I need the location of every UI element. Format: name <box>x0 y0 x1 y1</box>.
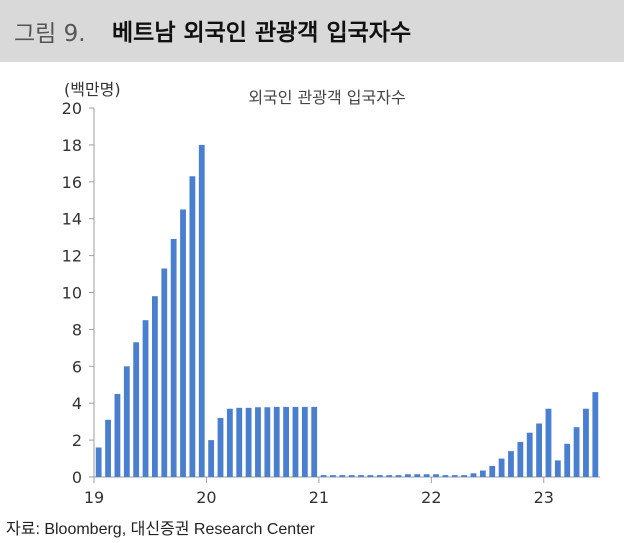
figure-header: 그림 9. 베트남 외국인 관광객 입국자수 <box>0 0 624 62</box>
bar <box>301 406 308 477</box>
bar-chart: 외국인 관광객 입국자수 0 2 4 6 8 10 12 14 16 18 20 19 20 21 22 2… <box>62 88 600 507</box>
bar <box>348 475 355 477</box>
y-tick-label: 10 <box>62 284 82 303</box>
bar <box>161 268 168 477</box>
chart-title: 외국인 관광객 입국자수 <box>248 88 405 107</box>
bar <box>451 475 458 477</box>
y-axis: 0 2 4 6 8 10 12 14 16 18 20 <box>62 99 95 487</box>
bar <box>395 475 402 477</box>
bar <box>358 475 364 477</box>
bar <box>142 320 149 477</box>
bar <box>461 475 468 477</box>
bar <box>489 465 496 477</box>
bar <box>592 392 599 477</box>
y-tick-label: 12 <box>62 247 82 266</box>
bar <box>536 423 542 477</box>
bar <box>470 473 477 477</box>
bar <box>292 406 299 477</box>
bar <box>583 408 589 477</box>
x-tick-label: 20 <box>196 488 216 507</box>
bar <box>564 443 571 477</box>
bar <box>554 460 561 477</box>
source-note: 자료: Bloomberg, 대신증권 Research Center <box>6 521 315 538</box>
x-tick-label: 22 <box>421 488 441 507</box>
bar <box>376 475 383 477</box>
y-tick-label: 14 <box>62 210 82 229</box>
bar <box>414 474 421 477</box>
bar <box>245 407 252 477</box>
bar <box>367 475 374 477</box>
y-tick-label: 8 <box>72 320 82 339</box>
bar <box>423 474 430 477</box>
bar <box>320 475 327 477</box>
bar <box>545 408 552 477</box>
bar <box>405 474 411 477</box>
bar <box>217 417 224 477</box>
y-tick-label: 16 <box>62 173 82 192</box>
bar <box>283 406 289 477</box>
bar <box>508 451 514 477</box>
y-tick-label: 4 <box>72 394 82 413</box>
bar <box>123 366 130 477</box>
bar <box>339 475 346 477</box>
bar <box>442 475 449 477</box>
bar <box>330 475 336 477</box>
bar <box>264 407 271 477</box>
y-tick-label: 2 <box>72 431 82 450</box>
bar <box>479 470 486 477</box>
bar <box>180 209 186 477</box>
y-tick-label: 20 <box>62 99 82 118</box>
y-tick-label: 0 <box>72 468 82 487</box>
x-tick-label: 23 <box>534 488 554 507</box>
bar <box>105 419 111 477</box>
bar <box>198 144 205 477</box>
figure-number: 그림 9. <box>14 21 86 47</box>
bar <box>498 458 505 477</box>
bar <box>573 427 580 477</box>
x-tick-label: 21 <box>309 488 329 507</box>
x-tick-label: 19 <box>84 488 104 507</box>
bar <box>526 432 533 477</box>
y-axis-unit-label: (백만명) <box>64 80 121 99</box>
bar <box>152 296 158 477</box>
bar <box>170 238 177 477</box>
bar <box>189 176 196 477</box>
bar <box>433 474 439 477</box>
bar <box>255 407 261 477</box>
bar <box>517 441 524 477</box>
bar <box>273 406 280 477</box>
bar <box>311 406 318 477</box>
bar <box>208 440 215 477</box>
x-axis: 19 20 21 22 23 <box>84 476 600 507</box>
bar <box>95 447 102 477</box>
bar <box>114 393 121 477</box>
bar-series <box>95 144 599 477</box>
figure-title: 베트남 외국인 관광객 입국자수 <box>112 20 412 46</box>
bar <box>386 475 393 477</box>
bar <box>226 408 233 477</box>
bar <box>236 407 243 477</box>
y-tick-label: 6 <box>72 357 82 376</box>
bar <box>133 342 140 477</box>
y-tick-label: 18 <box>62 136 82 155</box>
